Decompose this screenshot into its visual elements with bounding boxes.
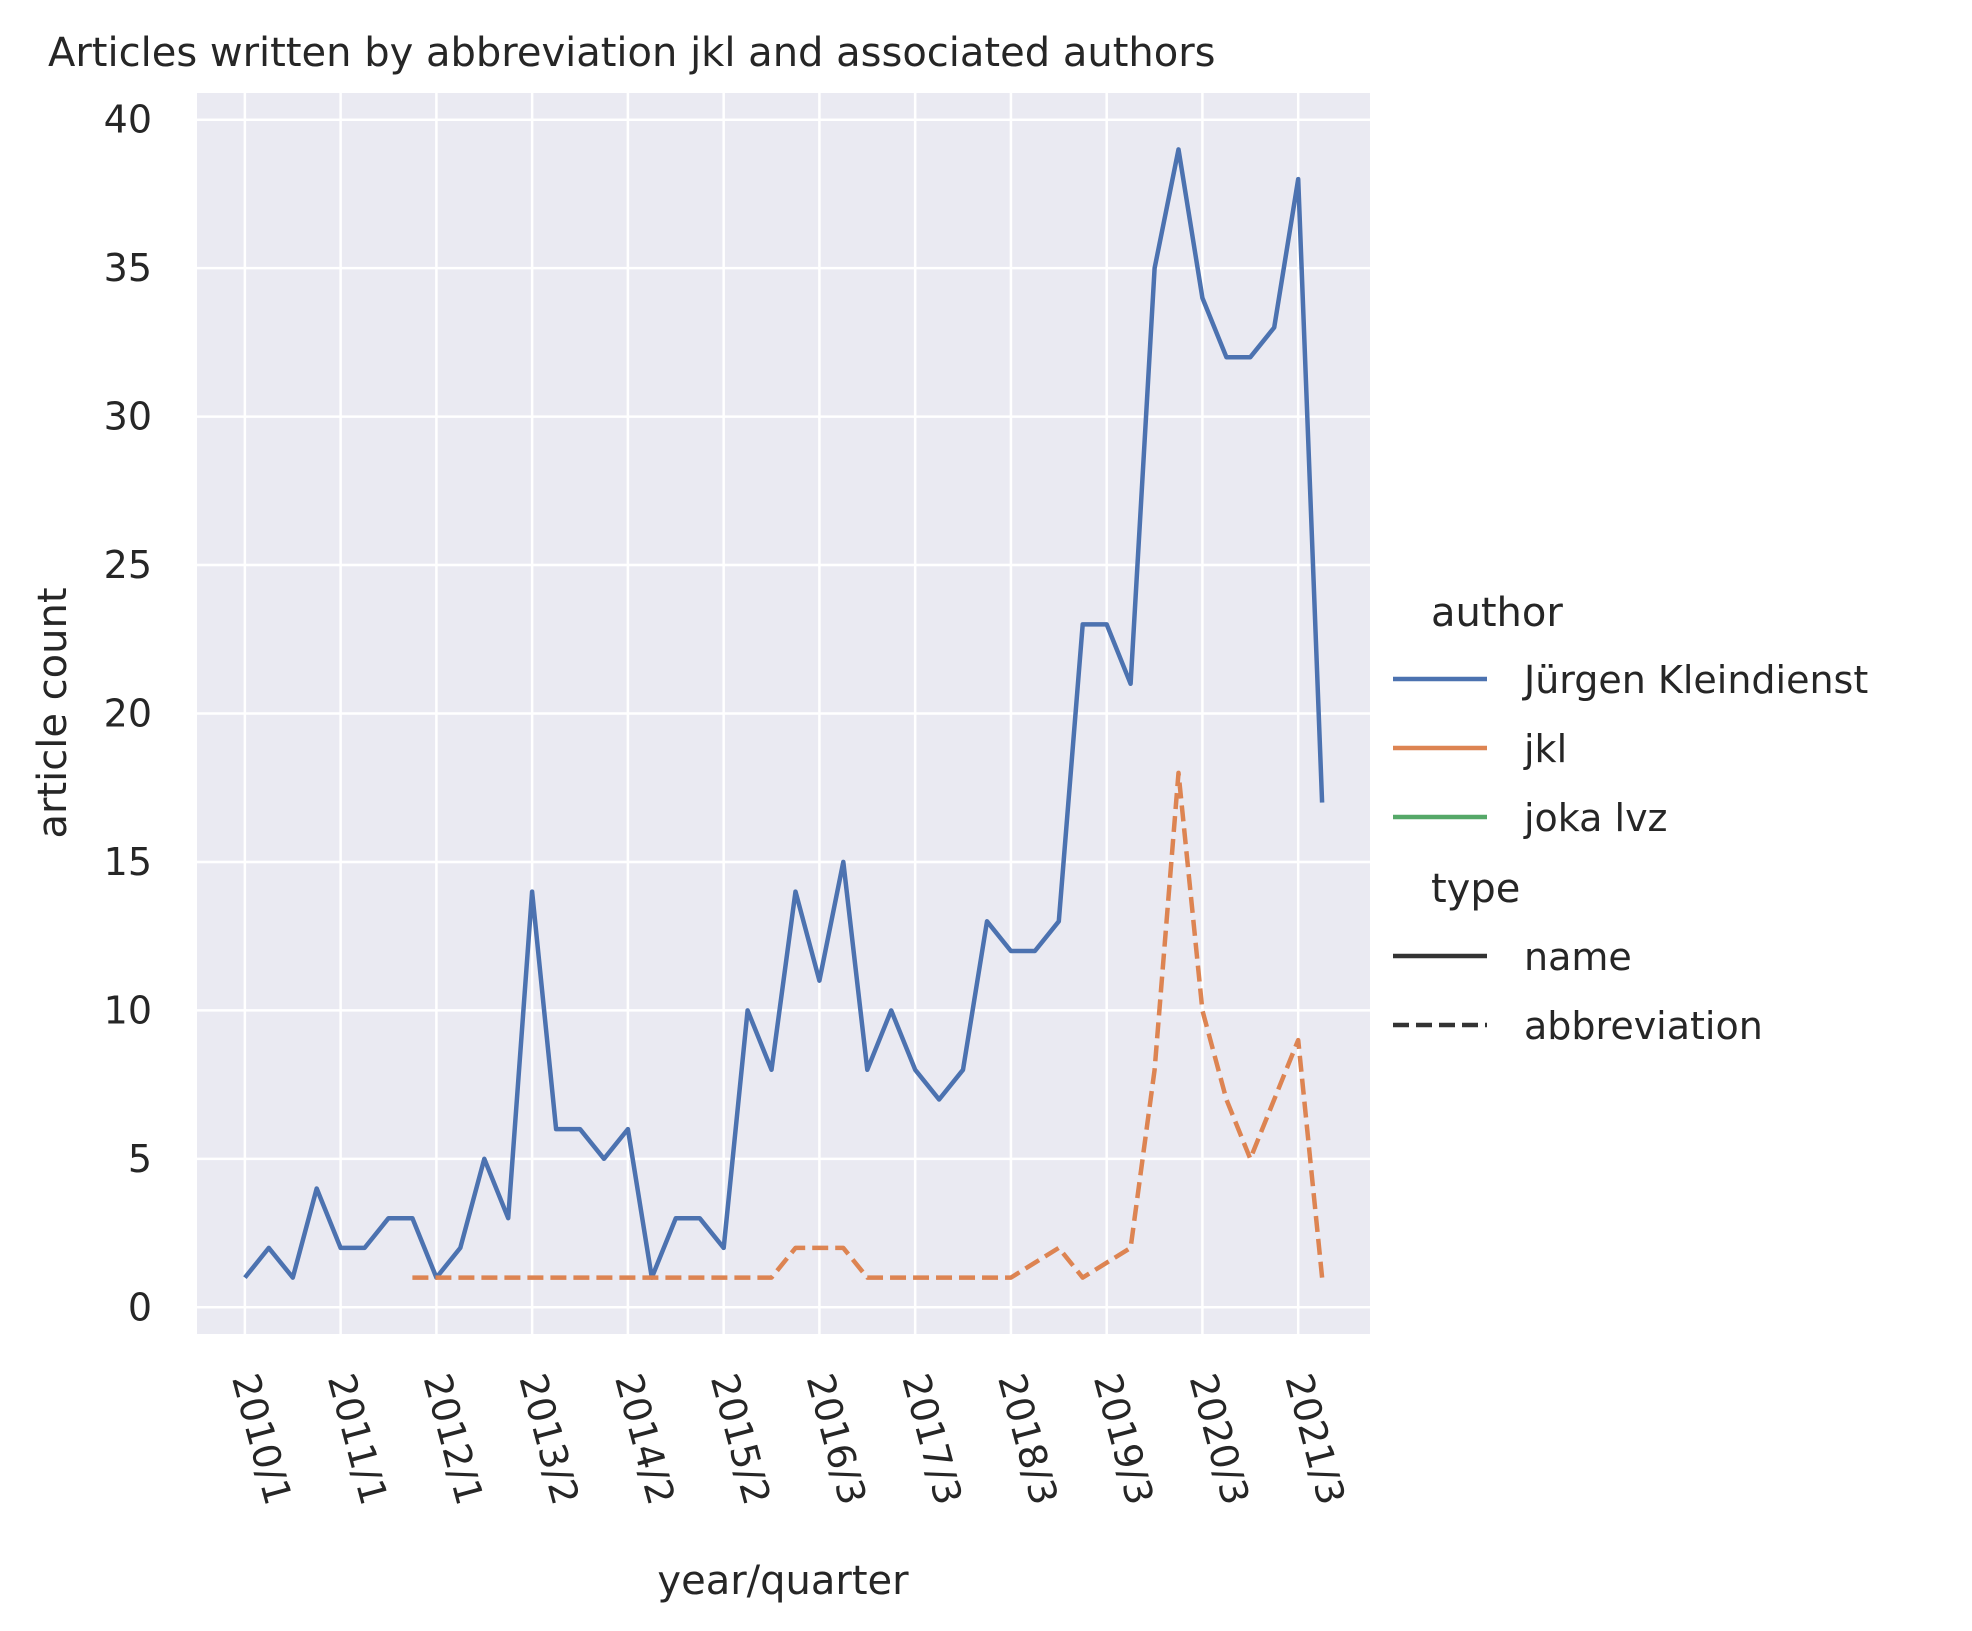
x-axis-label: year/quarter [657,1558,909,1604]
x-tick-label: 2014/2 [606,1369,683,1510]
x-tick-label: 2021/3 [1276,1369,1353,1510]
x-tick-label: 2017/3 [893,1369,970,1510]
legend-item-jurgen-kleindienst: Jürgen Kleindienst [1393,658,1868,702]
x-tick-label: 2012/1 [415,1369,492,1510]
y-tick-label: 10 [104,988,152,1032]
x-tick-label: 2016/3 [798,1369,875,1510]
legend-item-abbreviation: abbreviation [1393,1004,1763,1048]
legend-label-name: name [1524,935,1632,979]
y-tick-label: 25 [104,543,152,587]
legend-item-name: name [1393,935,1632,979]
y-tick-label: 30 [104,395,152,439]
x-tick-labels: 2010/1 2011/1 2012/1 2013/2 2014/2 2015/2 2016… [223,1369,1353,1510]
legend-item-jkl: jkl [1393,727,1567,771]
legend-author-title: author [1431,590,1563,636]
legend-label-jurgen-kleindienst: Jürgen Kleindienst [1522,658,1868,702]
x-tick-label: 2020/3 [1181,1369,1258,1510]
y-tick-label: 0 [128,1285,152,1329]
x-tick-label: 2010/1 [223,1369,300,1510]
legend: author Jürgen Kleindienst jkl joka lvz t… [1393,590,1868,1048]
grid-lines [197,93,1370,1334]
legend-label-joka-lvz: joka lvz [1523,796,1668,840]
x-tick-label: 2018/3 [989,1369,1066,1510]
series-line-j-rgen-kleindienst [243,147,1325,1280]
x-tick-label: 2019/3 [1085,1369,1162,1510]
legend-label-jkl: jkl [1523,727,1567,771]
y-tick-label: 15 [104,840,152,884]
x-tick-label: 2011/1 [319,1369,396,1510]
series-lines [243,147,1325,1280]
chart-title: Articles written by abbreviation jkl and… [48,30,1215,76]
y-tick-label: 20 [104,692,152,736]
series-line-jkl [412,770,1325,1280]
legend-item-joka-lvz: joka lvz [1393,796,1668,840]
x-tick-label: 2013/2 [510,1369,587,1510]
y-tick-label: 5 [128,1137,152,1181]
legend-label-abbreviation: abbreviation [1524,1004,1763,1048]
y-tick-label: 35 [104,246,152,290]
y-tick-label: 40 [104,98,152,142]
x-tick-label: 2015/2 [702,1369,779,1510]
y-tick-labels: 0 5 10 15 20 25 30 35 40 [104,98,152,1330]
legend-type-title: type [1431,866,1520,912]
y-axis-label: article count [30,587,76,838]
